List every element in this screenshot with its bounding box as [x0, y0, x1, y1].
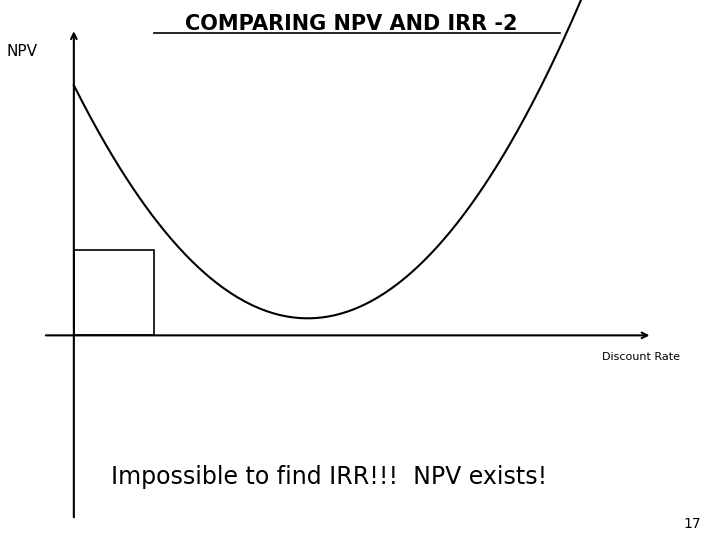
Text: Impossible to find IRR!!!  NPV exists!: Impossible to find IRR!!! NPV exists!	[111, 465, 547, 489]
Text: COMPARING NPV AND IRR -2: COMPARING NPV AND IRR -2	[184, 14, 517, 34]
Text: NPV: NPV	[6, 44, 37, 59]
Bar	[74, 250, 154, 335]
Text: 17: 17	[684, 517, 701, 531]
Text: Discount Rate: Discount Rate	[602, 353, 680, 362]
